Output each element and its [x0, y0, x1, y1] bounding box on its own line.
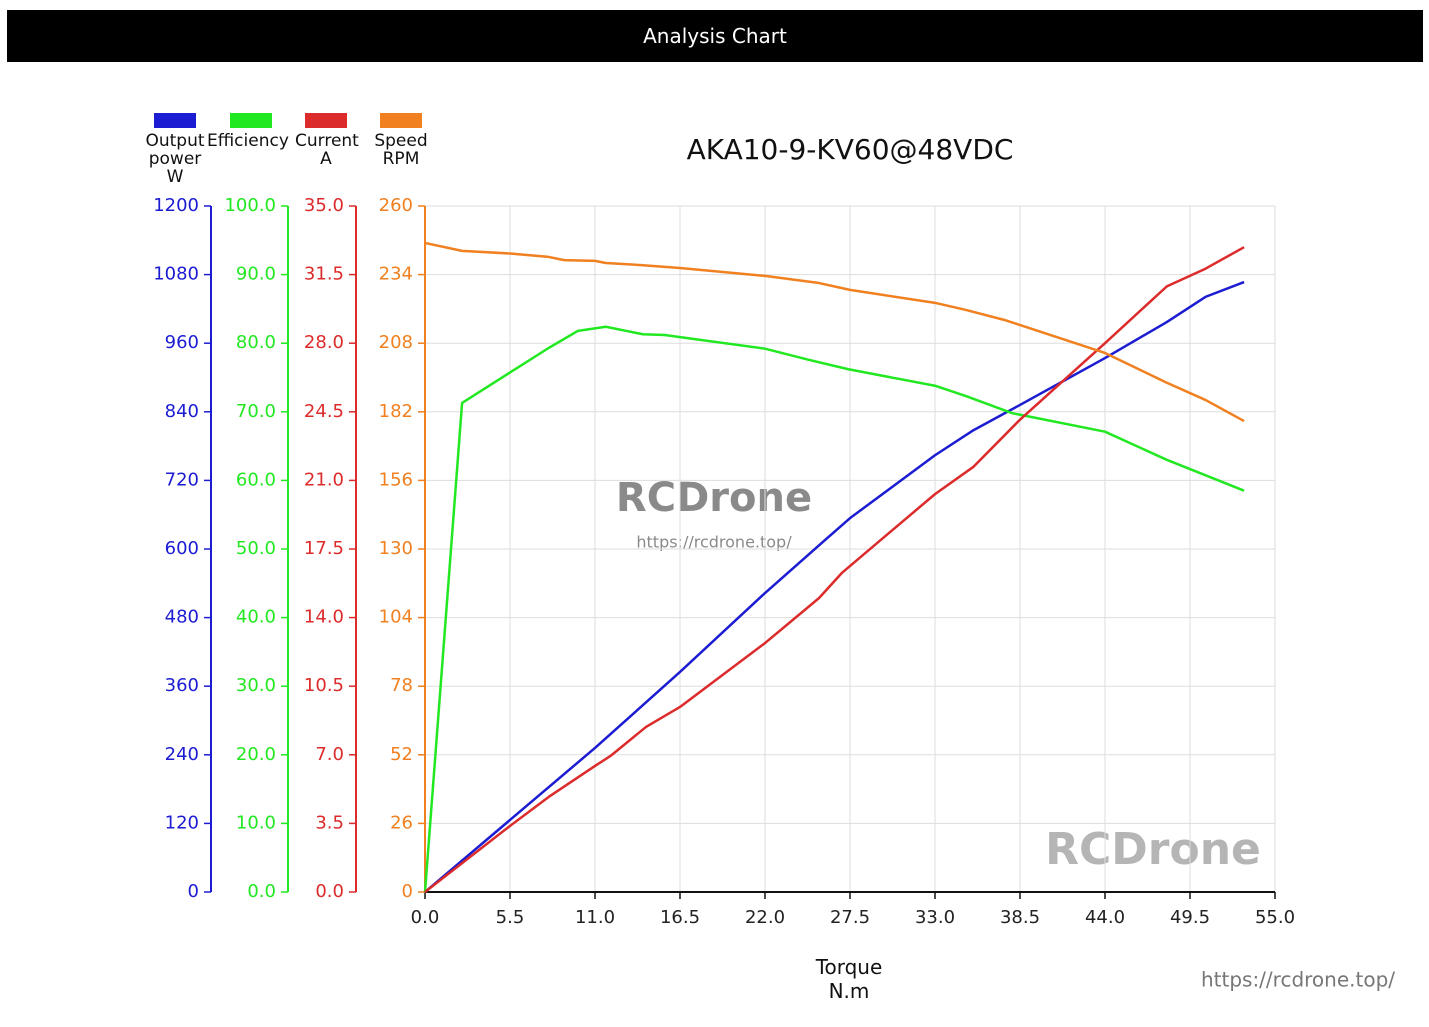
y-tick-label: 130 — [379, 538, 413, 559]
series-line — [424, 280, 1245, 893]
y-tick-label: 26 — [390, 812, 413, 833]
legend-label: Efficiency — [207, 131, 289, 151]
series-line — [423, 325, 1245, 893]
y-tick-label: 7.0 — [315, 744, 344, 765]
y-tick-label: 30.0 — [236, 675, 276, 696]
y-tick-label: 60.0 — [236, 469, 276, 490]
y-tick-label: 720 — [165, 469, 199, 490]
y-tick-label: 24.5 — [304, 401, 344, 422]
y-tick-label: 3.5 — [315, 812, 344, 833]
y-tick-label: 480 — [165, 607, 199, 628]
y-tick-label: 10.5 — [304, 675, 344, 696]
x-tick-label: 16.5 — [660, 907, 700, 928]
x-tick-label: 22.0 — [745, 907, 785, 928]
y-tick-label: 78 — [390, 675, 413, 696]
series-line — [424, 241, 1245, 423]
y-tick-label: 260 — [379, 195, 413, 216]
y-tick-label: 31.5 — [304, 264, 344, 285]
y-tick-label: 100.0 — [224, 195, 276, 216]
y-tick-label: 234 — [379, 264, 413, 285]
y-tick-label: 70.0 — [236, 401, 276, 422]
y-tick-label: 182 — [379, 401, 413, 422]
header-bar: Analysis Chart — [7, 10, 1423, 62]
legend-swatch — [154, 113, 196, 128]
y-tick-label: 1080 — [153, 264, 199, 285]
chart-title: AKA10-9-KV60@48VDC — [687, 133, 1014, 166]
x-tick-label: 0.0 — [411, 907, 440, 928]
y-tick-label: 208 — [379, 332, 413, 353]
x-tick-label: 55.0 — [1255, 907, 1295, 928]
x-tick-label: 33.0 — [915, 907, 955, 928]
y-tick-label: 156 — [379, 469, 413, 490]
y-tick-label: 104 — [379, 607, 413, 628]
y-tick-label: 0.0 — [247, 881, 276, 902]
legend-label: Output power W — [145, 131, 205, 187]
x-tick-label: 38.5 — [1000, 907, 1040, 928]
x-tick-label: 11.0 — [575, 907, 615, 928]
legend-swatch — [230, 113, 272, 128]
y-tick-label: 0 — [188, 881, 199, 902]
y-tick-label: 80.0 — [236, 332, 276, 353]
y-tick-label: 1200 — [153, 195, 199, 216]
y-tick-label: 0.0 — [315, 881, 344, 902]
y-tick-label: 840 — [165, 401, 199, 422]
x-axis-label: Torque N.m — [815, 955, 883, 1003]
legend-swatch — [305, 113, 347, 128]
y-tick-label: 28.0 — [304, 332, 344, 353]
y-tick-label: 360 — [165, 675, 199, 696]
y-tick-label: 960 — [165, 332, 199, 353]
y-tick-label: 50.0 — [236, 538, 276, 559]
y-tick-label: 120 — [165, 812, 199, 833]
y-tick-label: 90.0 — [236, 264, 276, 285]
y-tick-label: 21.0 — [304, 469, 344, 490]
x-tick-label: 49.5 — [1170, 907, 1210, 928]
y-tick-label: 17.5 — [304, 538, 344, 559]
watermark: https://rcdrone.top/ — [1201, 968, 1395, 992]
watermark: RCDrone — [616, 475, 812, 521]
y-tick-label: 35.0 — [304, 195, 344, 216]
x-tick-label: 27.5 — [830, 907, 870, 928]
y-tick-label: 10.0 — [236, 812, 276, 833]
y-tick-label: 600 — [165, 538, 199, 559]
legend-label: Speed RPM — [374, 131, 428, 169]
series-line — [424, 246, 1245, 893]
y-tick-label: 20.0 — [236, 744, 276, 765]
header-title: Analysis Chart — [643, 24, 787, 48]
watermark: https://rcdrone.top/ — [636, 533, 792, 552]
legend-swatch — [380, 113, 422, 128]
legend-label: Current A — [295, 131, 359, 169]
y-tick-label: 240 — [165, 744, 199, 765]
y-tick-label: 14.0 — [304, 607, 344, 628]
y-tick-label: 40.0 — [236, 607, 276, 628]
y-tick-label: 52 — [390, 744, 413, 765]
watermark: RCDrone — [1045, 824, 1261, 875]
x-tick-label: 5.5 — [496, 907, 525, 928]
y-tick-label: 0 — [402, 881, 413, 902]
x-tick-label: 44.0 — [1085, 907, 1125, 928]
